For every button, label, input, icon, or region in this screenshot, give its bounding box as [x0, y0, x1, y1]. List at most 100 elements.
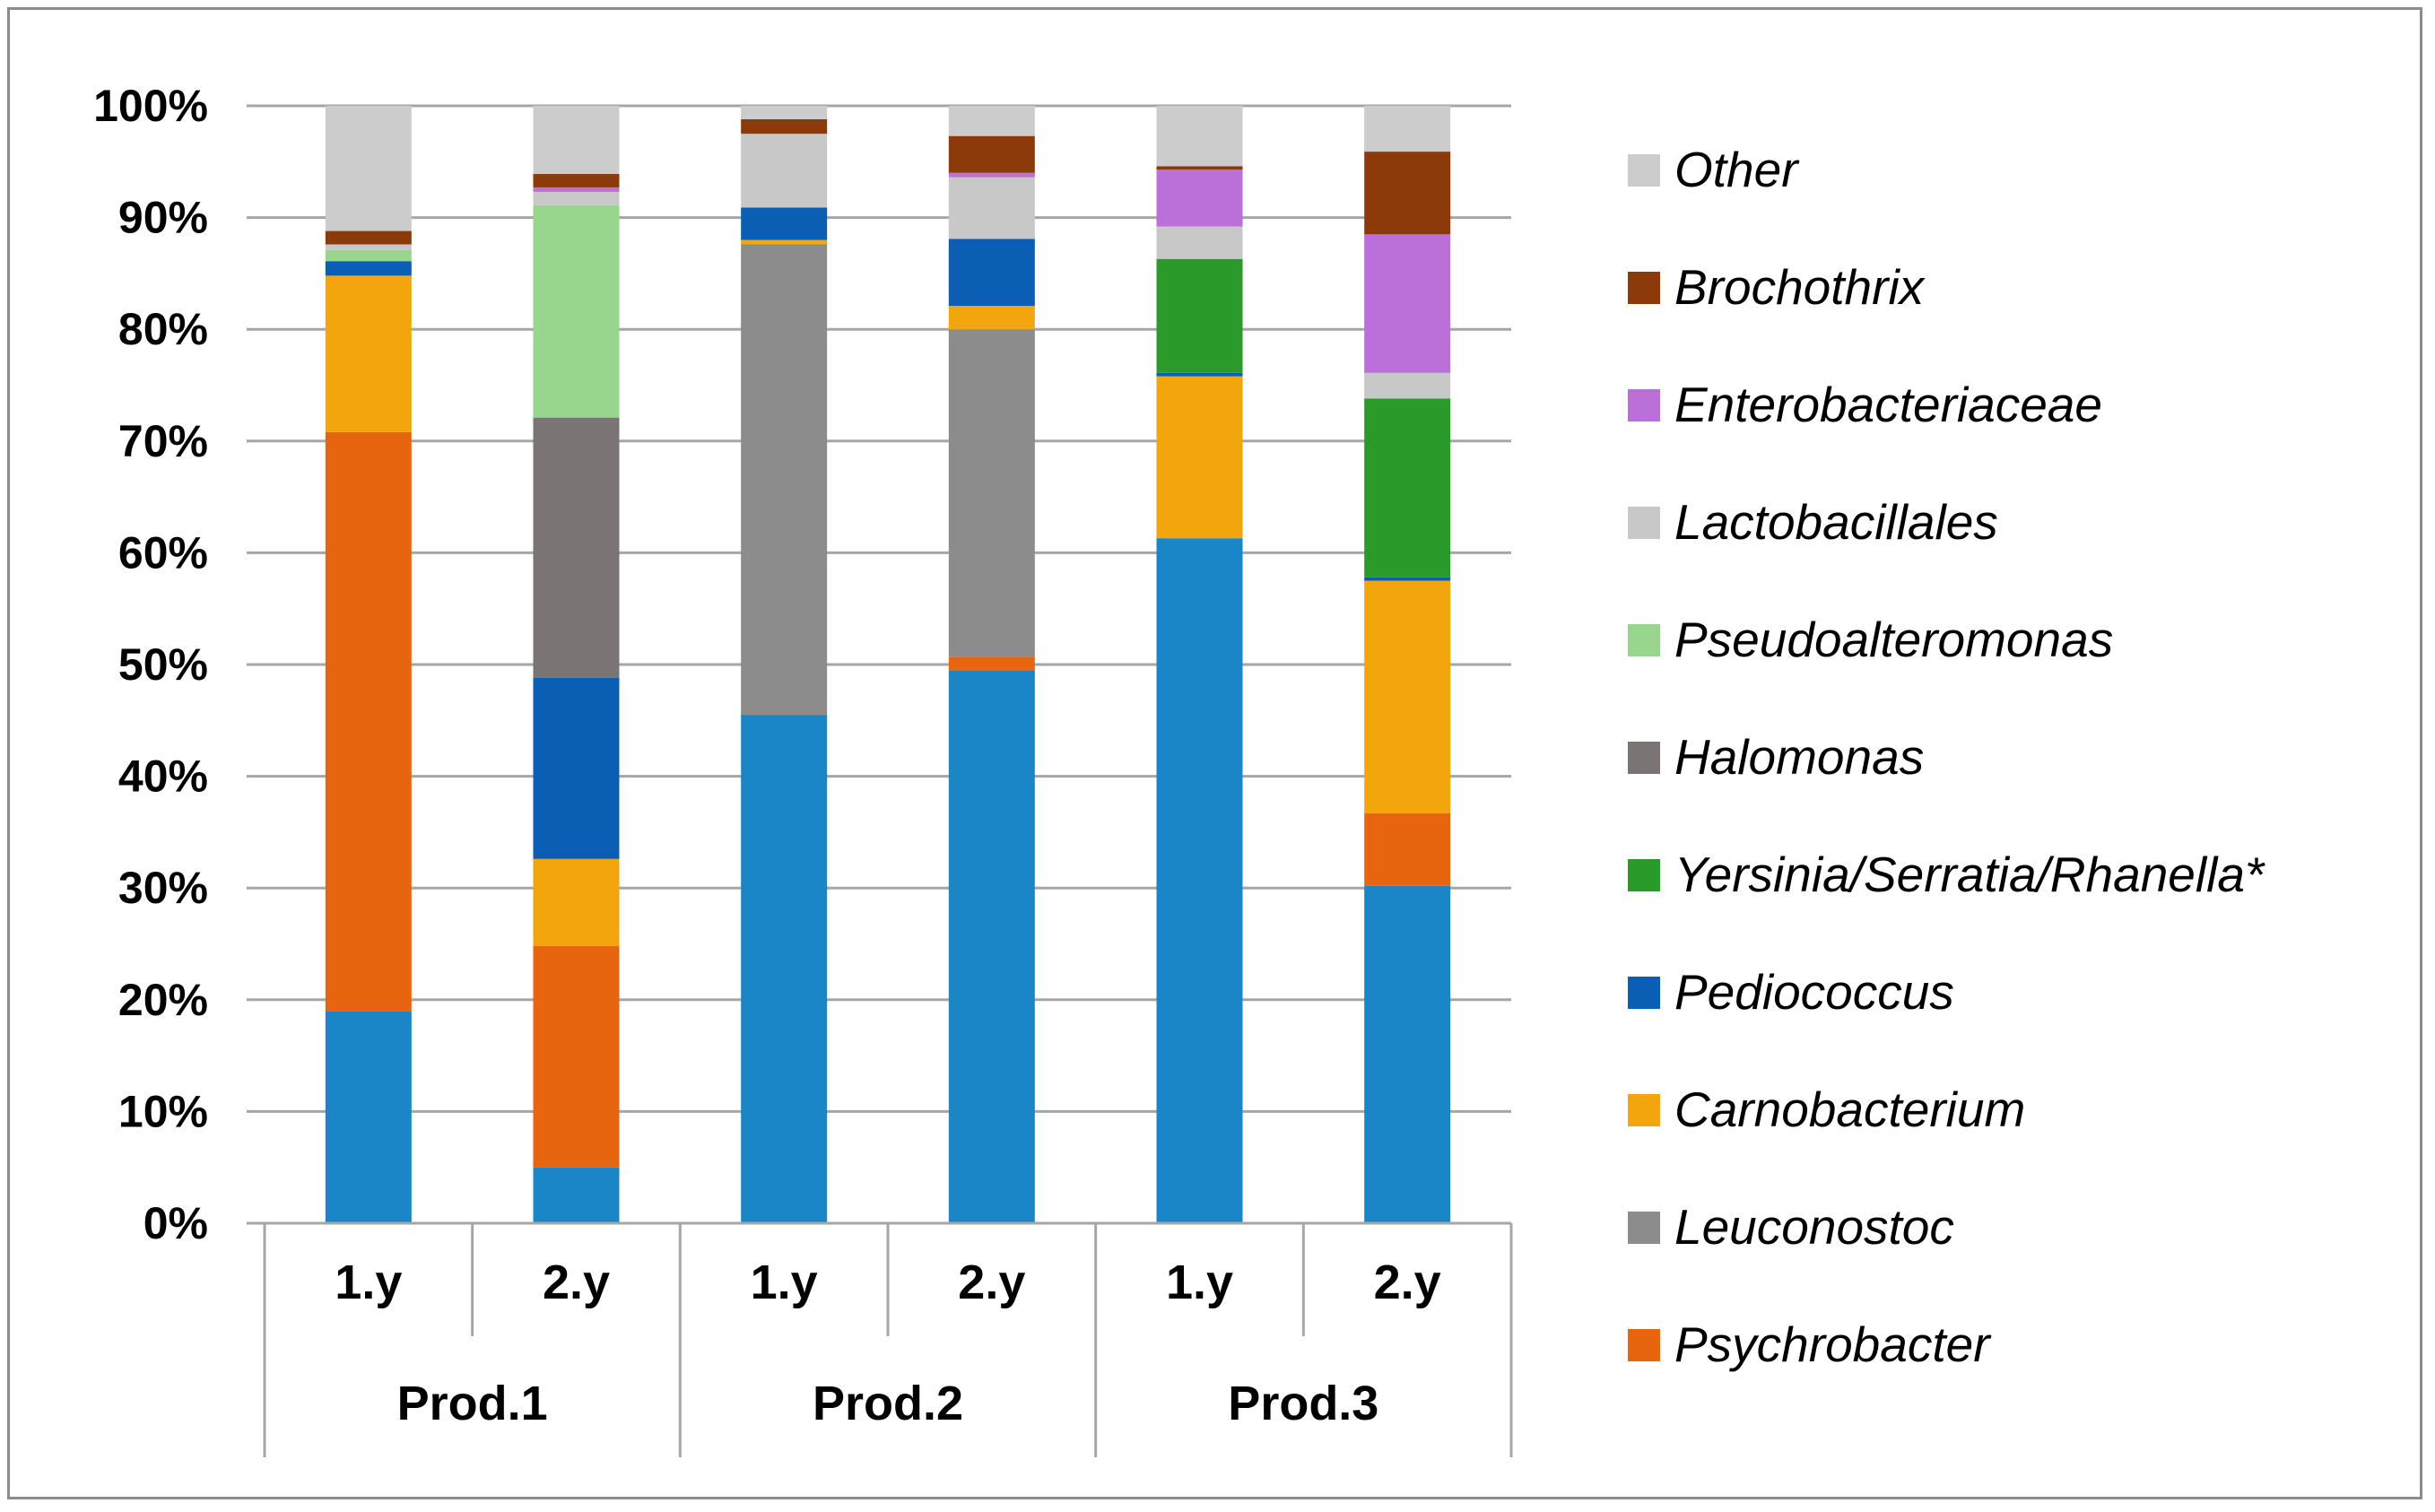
bar-segment	[1156, 258, 1243, 373]
bar-segment	[948, 106, 1035, 136]
bar-stack	[533, 106, 620, 1223]
legend-swatch	[1628, 977, 1660, 1009]
bar-segment	[533, 417, 620, 678]
y-tick-label: 80%	[118, 304, 208, 354]
legend-item: Brochothrix	[1628, 259, 1926, 315]
bar-segment	[533, 945, 620, 1168]
bar-segment	[533, 106, 620, 175]
legend: Other Brochothrix Enterobacteriaceae Lactob…	[1628, 142, 2265, 1372]
bar-segment	[325, 244, 412, 250]
gridlines	[247, 104, 1511, 1225]
legend-item: Leuconostoc	[1628, 1199, 1954, 1255]
bar-segment	[1156, 106, 1243, 167]
x-category-label: 1.y	[335, 1256, 402, 1309]
x-category-label: 2.y	[543, 1256, 610, 1309]
legend-item: Yersinia/Serratia/Rhanella*	[1628, 847, 2265, 902]
legend-item: Pseudoalteromonas	[1628, 612, 2113, 667]
y-tick-label: 10%	[118, 1086, 208, 1136]
legend-swatch	[1628, 742, 1660, 774]
bar-segment	[533, 1167, 620, 1223]
x-group-label: Prod.3	[1228, 1377, 1378, 1430]
bar-segment	[325, 230, 412, 245]
bar-segment	[741, 106, 828, 119]
y-tick-label: 40%	[118, 752, 208, 802]
x-category-label: 1.y	[1166, 1256, 1233, 1309]
legend-swatch	[1628, 154, 1660, 187]
legend-swatch	[1628, 624, 1660, 656]
bar-segment	[1156, 376, 1243, 539]
bar-segment	[533, 191, 620, 205]
y-tick-label: 0%	[143, 1198, 208, 1248]
bar-segment	[533, 204, 620, 418]
legend-swatch	[1628, 1094, 1660, 1126]
bar-segment	[1156, 169, 1243, 227]
legend-item: Pediococcus	[1628, 964, 1954, 1020]
x-category-label: 2.y	[1374, 1256, 1441, 1309]
bar-segment	[948, 177, 1035, 239]
bar-stack	[325, 106, 412, 1223]
legend-item: Carnobacterium	[1628, 1082, 2025, 1137]
bar-stacks	[325, 106, 1451, 1223]
bar-segment	[1156, 538, 1243, 1223]
bar-segment	[948, 239, 1035, 307]
bar-stack	[948, 106, 1035, 1223]
bar-segment	[1156, 372, 1243, 377]
bar-segment	[533, 187, 620, 192]
legend-swatch	[1628, 507, 1660, 539]
legend-label: Psychrobacter	[1674, 1316, 1992, 1372]
bar-segment	[741, 715, 828, 1223]
bar-stack	[741, 106, 828, 1223]
bar-segment	[948, 670, 1035, 1223]
bar-segment	[948, 656, 1035, 671]
y-tick-label: 50%	[118, 639, 208, 690]
bar-segment	[1364, 812, 1451, 886]
bar-segment	[325, 106, 412, 231]
legend-swatch	[1628, 389, 1660, 421]
legend-item: Halomonas	[1628, 729, 1924, 785]
bar-segment	[1364, 106, 1451, 152]
legend-label: Yersinia/Serratia/Rhanella*	[1674, 847, 2265, 902]
legend-item: Enterobacteriaceae	[1628, 377, 2102, 432]
bar-segment	[325, 249, 412, 262]
x-category-label: 1.y	[751, 1256, 818, 1309]
legend-label: Leuconostoc	[1674, 1199, 1954, 1255]
y-tick-label: 90%	[118, 193, 208, 243]
bar-segment	[533, 858, 620, 946]
bar-segment	[1156, 226, 1243, 259]
bar-segment	[741, 134, 828, 208]
bar-segment	[741, 207, 828, 240]
y-tick-label: 20%	[118, 975, 208, 1025]
legend-label: Pediococcus	[1674, 964, 1954, 1020]
legend-label: Pseudoalteromonas	[1674, 612, 2113, 667]
bar-segment	[1364, 372, 1451, 399]
bar-segment	[948, 172, 1035, 178]
bar-segment	[1364, 580, 1451, 813]
legend-swatch	[1628, 1212, 1660, 1244]
legend-item: Lactobacillales	[1628, 494, 1998, 550]
bar-segment	[1156, 166, 1243, 170]
bar-segment	[1364, 152, 1451, 235]
bar-stack	[1364, 106, 1451, 1223]
legend-label: Carnobacterium	[1674, 1082, 2025, 1137]
bar-segment	[1364, 398, 1451, 578]
legend-label: Enterobacteriaceae	[1674, 377, 2102, 432]
x-group-label: Prod.1	[397, 1377, 548, 1430]
legend-label: Other	[1674, 142, 1800, 197]
bar-segment	[948, 329, 1035, 657]
legend-swatch	[1628, 1329, 1660, 1361]
legend-label: Brochothrix	[1674, 259, 1926, 315]
bar-segment	[1364, 577, 1451, 581]
legend-item: Psychrobacter	[1628, 1316, 1992, 1372]
legend-swatch	[1628, 859, 1660, 891]
bar-segment	[948, 135, 1035, 173]
y-tick-label: 30%	[118, 863, 208, 913]
legend-label: Halomonas	[1674, 729, 1924, 785]
x-category-label: 2.y	[958, 1256, 1025, 1309]
bar-segment	[325, 275, 412, 432]
y-tick-label: 100%	[93, 81, 208, 131]
x-group-label: Prod.2	[813, 1377, 963, 1430]
bar-segment	[533, 677, 620, 859]
legend-item: Other	[1628, 142, 1800, 197]
y-tick-label: 60%	[118, 527, 208, 578]
